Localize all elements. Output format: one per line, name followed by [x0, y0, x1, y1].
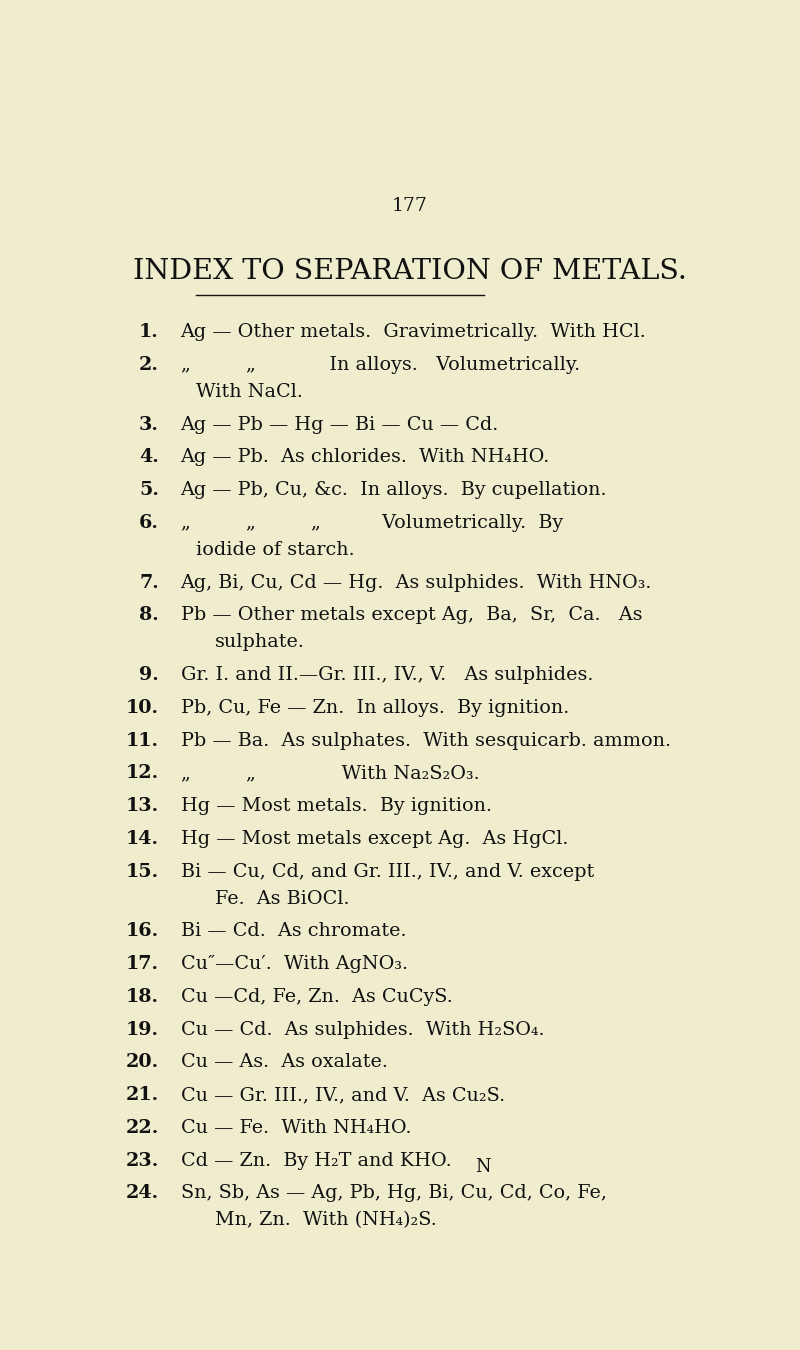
Text: Ag — Pb, Cu, &c.  In alloys.  By cupellation.: Ag — Pb, Cu, &c. In alloys. By cupellati…	[181, 481, 607, 500]
Text: 2.: 2.	[139, 356, 159, 374]
Text: „         „            In alloys.   Volumetrically.: „ „ In alloys. Volumetrically.	[181, 356, 580, 374]
Text: Ag — Pb — Hg — Bi — Cu — Cd.: Ag — Pb — Hg — Bi — Cu — Cd.	[181, 416, 499, 433]
Text: 14.: 14.	[126, 830, 159, 848]
Text: 10.: 10.	[126, 699, 159, 717]
Text: With NaCl.: With NaCl.	[196, 383, 303, 401]
Text: iodide of starch.: iodide of starch.	[196, 541, 354, 559]
Text: Pb — Other metals except Ag,  Ba,  Sr,  Ca.   As: Pb — Other metals except Ag, Ba, Sr, Ca.…	[181, 606, 642, 625]
Text: Ag, Bi, Cu, Cd — Hg.  As sulphides.  With HNO₃.: Ag, Bi, Cu, Cd — Hg. As sulphides. With …	[181, 574, 652, 591]
Text: Sn, Sb, As — Ag, Pb, Hg, Bi, Cu, Cd, Co, Fe,: Sn, Sb, As — Ag, Pb, Hg, Bi, Cu, Cd, Co,…	[181, 1184, 606, 1203]
Text: 9.: 9.	[139, 666, 159, 684]
Text: Cu — As.  As oxalate.: Cu — As. As oxalate.	[181, 1053, 387, 1072]
Text: 1.: 1.	[139, 323, 159, 342]
Text: Bi — Cd.  As chromate.: Bi — Cd. As chromate.	[181, 922, 406, 941]
Text: „         „         „          Volumetrically.  By: „ „ „ Volumetrically. By	[181, 514, 562, 532]
Text: INDEX TO SEPARATION OF METALS.: INDEX TO SEPARATION OF METALS.	[133, 258, 687, 285]
Text: Cd — Zn.  By H₂T and KHO.: Cd — Zn. By H₂T and KHO.	[181, 1152, 451, 1169]
Text: Cu — Cd.  As sulphides.  With H₂SO₄.: Cu — Cd. As sulphides. With H₂SO₄.	[181, 1021, 544, 1038]
Text: 5.: 5.	[139, 481, 159, 500]
Text: Pb, Cu, Fe — Zn.  In alloys.  By ignition.: Pb, Cu, Fe — Zn. In alloys. By ignition.	[181, 699, 569, 717]
Text: 21.: 21.	[126, 1087, 159, 1104]
Text: Pb — Ba.  As sulphates.  With sesquicarb. ammon.: Pb — Ba. As sulphates. With sesquicarb. …	[181, 732, 670, 749]
Text: 16.: 16.	[126, 922, 159, 941]
Text: 20.: 20.	[126, 1053, 159, 1072]
Text: sulphate.: sulphate.	[214, 633, 305, 652]
Text: Cu —Cd, Fe, Zn.  As CuCyS.: Cu —Cd, Fe, Zn. As CuCyS.	[181, 988, 452, 1006]
Text: Cu — Fe.  With NH₄HO.: Cu — Fe. With NH₄HO.	[181, 1119, 411, 1137]
Text: Cu — Gr. III., IV., and V.  As Cu₂S.: Cu — Gr. III., IV., and V. As Cu₂S.	[181, 1087, 505, 1104]
Text: N: N	[475, 1158, 491, 1176]
Text: 17.: 17.	[126, 956, 159, 973]
Text: 22.: 22.	[126, 1119, 159, 1137]
Text: Hg — Most metals.  By ignition.: Hg — Most metals. By ignition.	[181, 796, 491, 815]
Text: „         „              With Na₂S₂O₃.: „ „ With Na₂S₂O₃.	[181, 764, 479, 783]
Text: Mn, Zn.  With (NH₄)₂S.: Mn, Zn. With (NH₄)₂S.	[214, 1211, 437, 1230]
Text: 24.: 24.	[126, 1184, 159, 1203]
Text: 11.: 11.	[126, 732, 159, 749]
Text: 177: 177	[392, 197, 428, 216]
Text: 19.: 19.	[126, 1021, 159, 1038]
Text: 18.: 18.	[126, 988, 159, 1006]
Text: Gr. I. and II.—Gr. III., IV., V.   As sulphides.: Gr. I. and II.—Gr. III., IV., V. As sulp…	[181, 666, 593, 684]
Text: Fe.  As BiOCl.: Fe. As BiOCl.	[214, 890, 349, 907]
Text: 12.: 12.	[126, 764, 159, 783]
Text: 4.: 4.	[139, 448, 159, 466]
Text: 15.: 15.	[126, 863, 159, 880]
Text: 23.: 23.	[126, 1152, 159, 1169]
Text: Cu″—Cu′.  With AgNO₃.: Cu″—Cu′. With AgNO₃.	[181, 956, 408, 973]
Text: Ag — Other metals.  Gravimetrically.  With HCl.: Ag — Other metals. Gravimetrically. With…	[181, 323, 646, 342]
Text: Ag — Pb.  As chlorides.  With NH₄HO.: Ag — Pb. As chlorides. With NH₄HO.	[181, 448, 550, 466]
Text: 7.: 7.	[139, 574, 159, 591]
Text: 13.: 13.	[126, 796, 159, 815]
Text: Bi — Cu, Cd, and Gr. III., IV., and V. except: Bi — Cu, Cd, and Gr. III., IV., and V. e…	[181, 863, 594, 880]
Text: 3.: 3.	[139, 416, 159, 433]
Text: 6.: 6.	[139, 514, 159, 532]
Text: Hg — Most metals except Ag.  As HgCl.: Hg — Most metals except Ag. As HgCl.	[181, 830, 568, 848]
Text: 8.: 8.	[139, 606, 159, 625]
